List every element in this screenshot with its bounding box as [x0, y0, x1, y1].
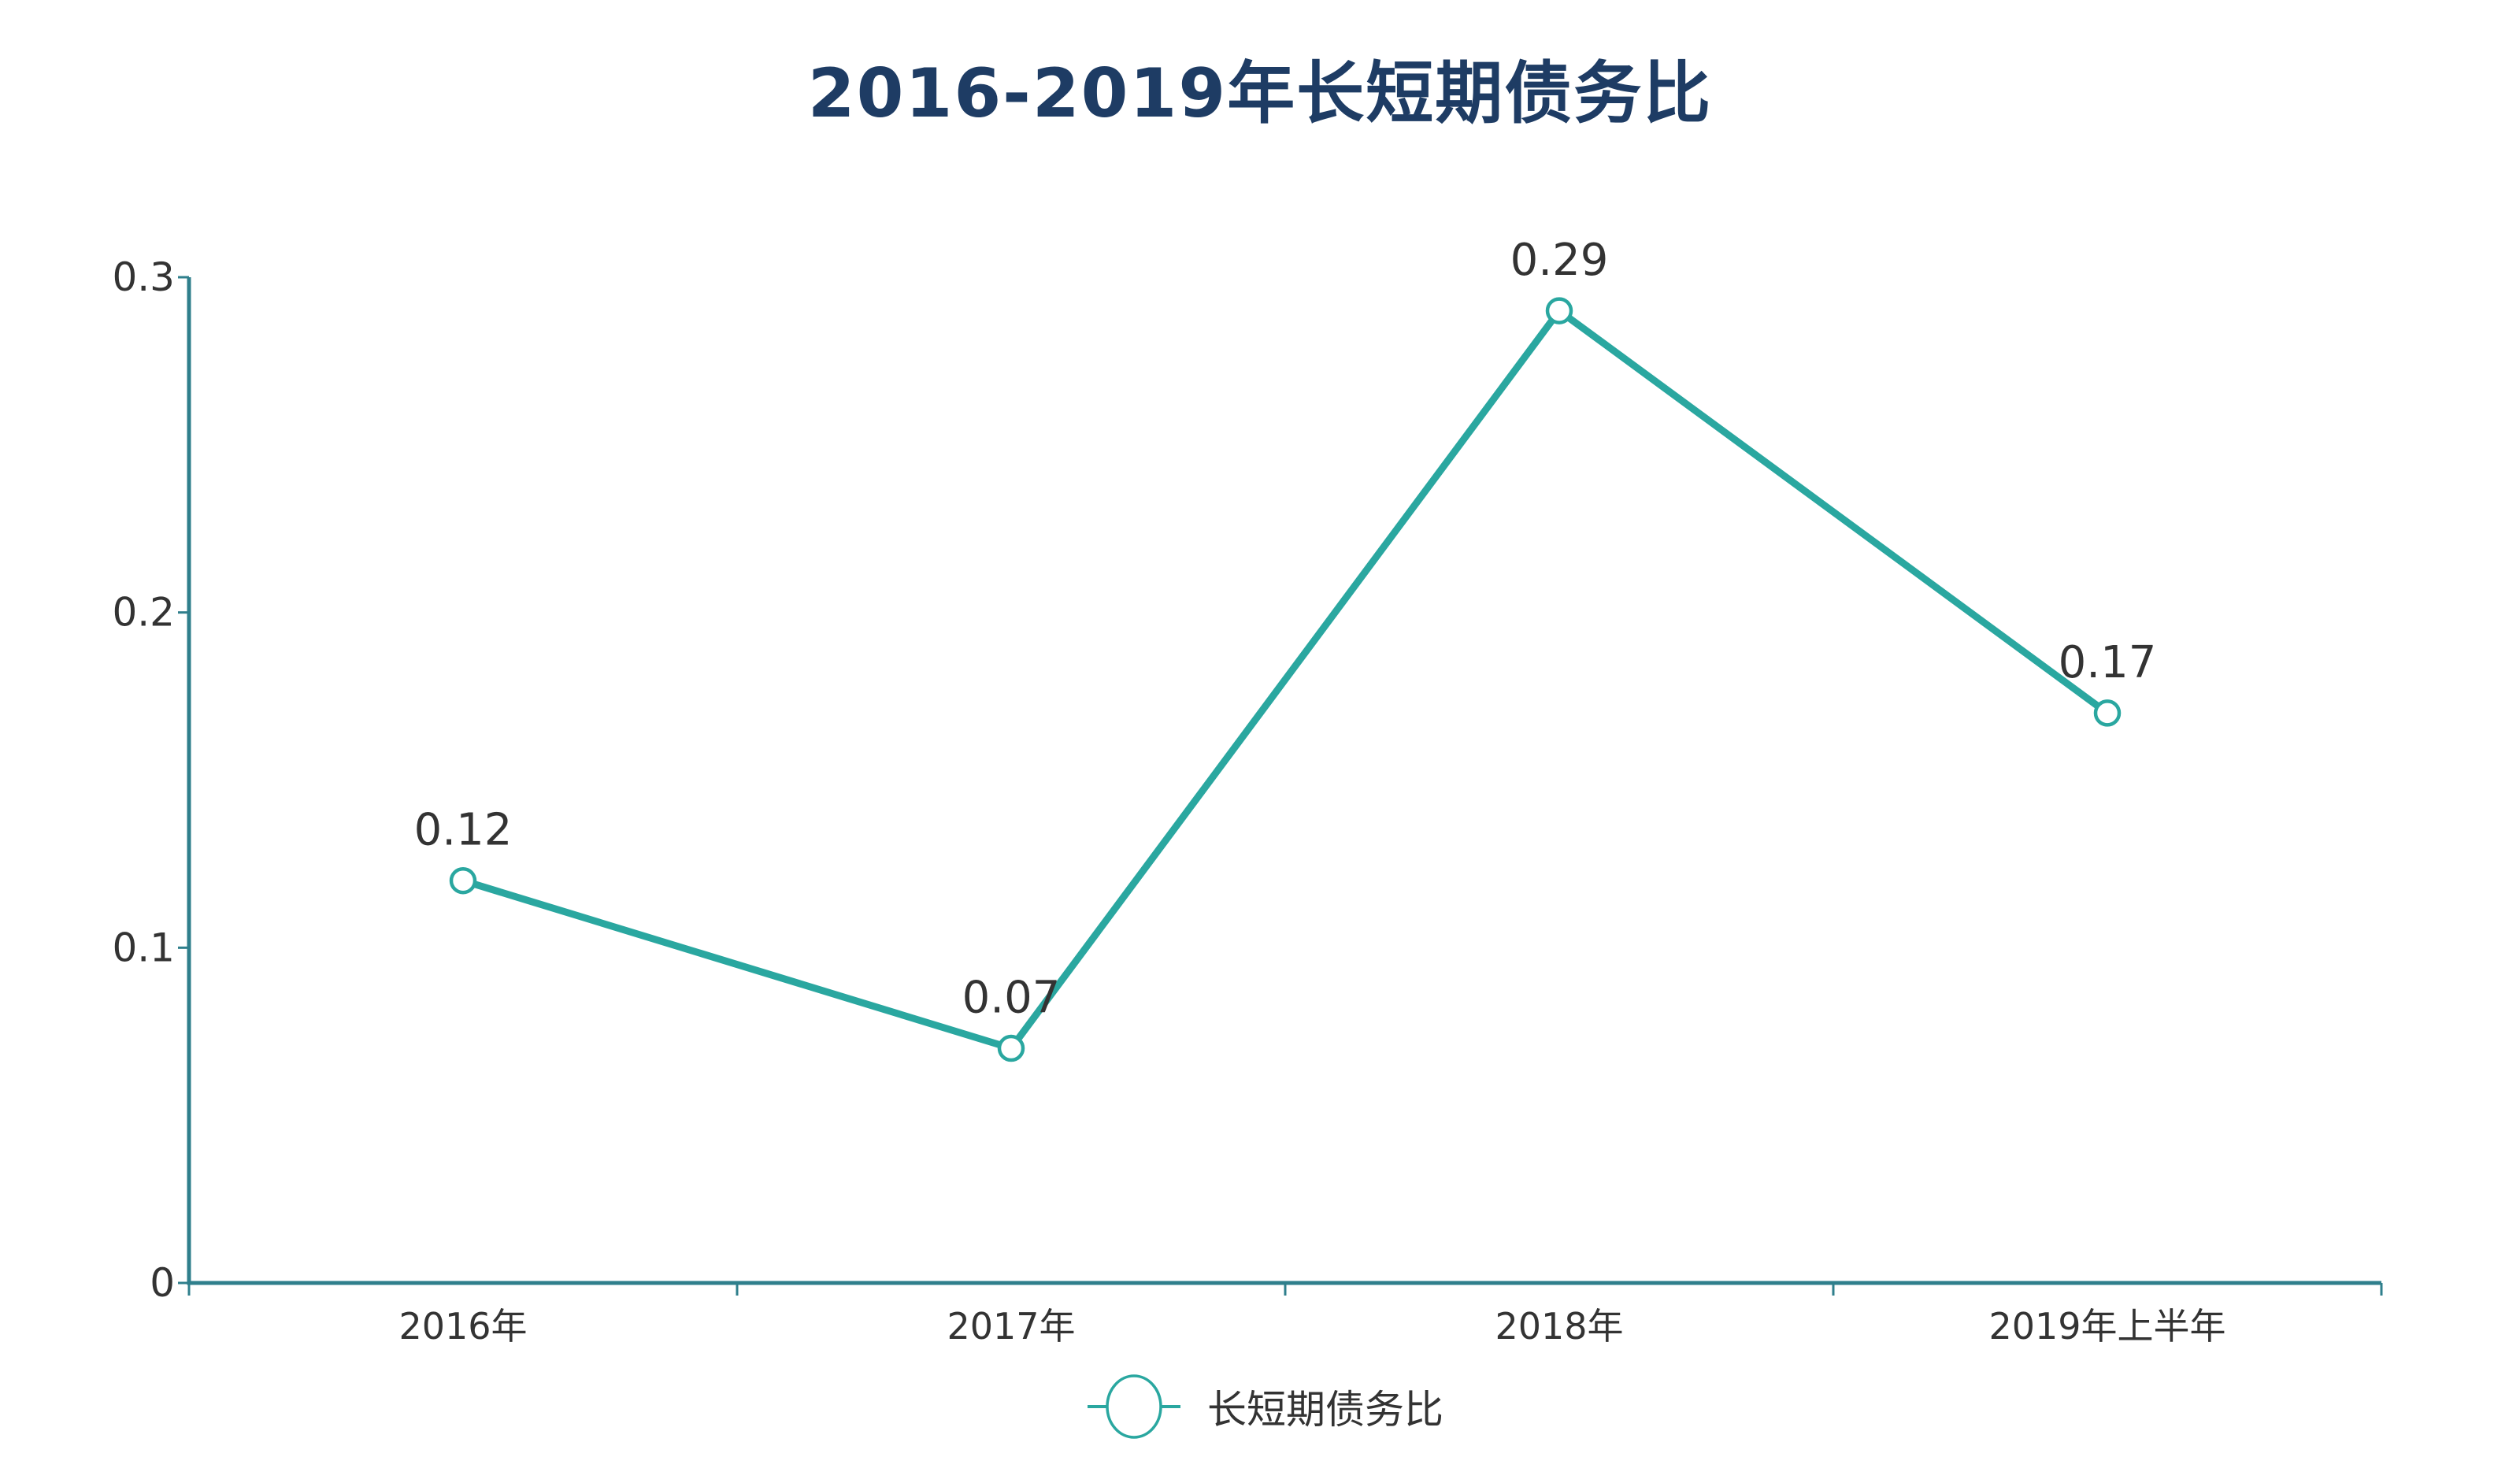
data-point-label: 0.29	[1510, 235, 1609, 286]
series-line	[461, 307, 2110, 1052]
data-point-label: 0.17	[2059, 637, 2157, 688]
y-axis-tick-label: 0.1	[112, 925, 175, 970]
data-point-label: 0.12	[414, 805, 513, 856]
chart-title: 2016-2019年长短期债务比	[807, 54, 1713, 133]
x-axis-label: 2016年	[398, 1305, 527, 1348]
data-point-marker[interactable]	[997, 1034, 1025, 1062]
legend-marker-circle	[1106, 1374, 1162, 1439]
legend-label: 长短期债务比	[1207, 1387, 1443, 1433]
legend-item[interactable]: 长短期债务比	[1077, 1369, 1443, 1444]
x-axis-label: 2018年	[1495, 1305, 1623, 1348]
x-axis-label: 2017年	[947, 1305, 1075, 1348]
x-axis-label: 2019年上半年	[1988, 1305, 2225, 1348]
data-point-label: 0.07	[962, 973, 1061, 1024]
data-point-marker[interactable]	[1545, 297, 1573, 324]
data-point-marker[interactable]	[449, 866, 477, 895]
legend-line-marker-icon	[1088, 1374, 1180, 1439]
data-point-marker[interactable]	[2093, 699, 2122, 727]
y-axis-tick-label: 0.2	[112, 590, 175, 636]
y-axis-tick-label: 0.3	[112, 254, 175, 300]
y-axis-tick-label: 0	[150, 1260, 175, 1306]
